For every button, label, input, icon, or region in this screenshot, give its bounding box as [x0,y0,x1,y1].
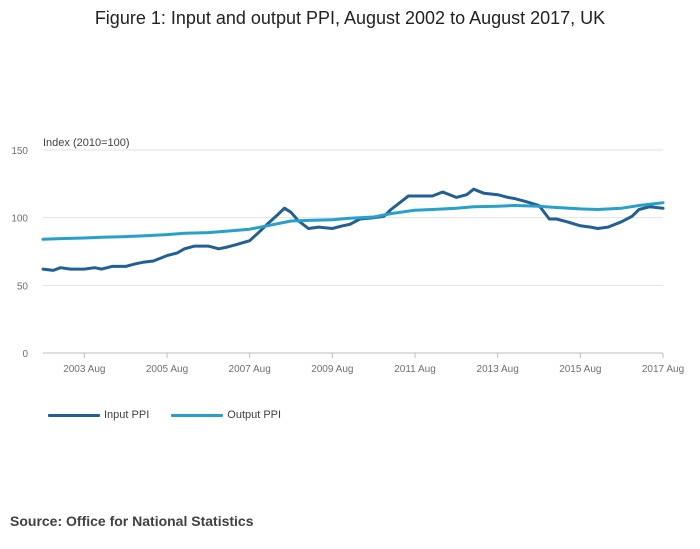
x-tick-label: 2013 Aug [477,364,519,375]
legend-label-output-ppi: Output PPI [227,409,282,421]
x-tick-label: 2005 Aug [146,364,188,375]
x-tick-label: 2015 Aug [559,364,601,375]
legend-item-input-ppi[interactable]: Input PPI [48,409,149,421]
x-axis: 2003 Aug 2005 Aug 2007 Aug 2009 Aug 2011 Aug… [63,353,684,375]
legend-label-input-ppi: Input PPI [104,409,150,421]
x-tick-label: 2009 Aug [311,364,353,375]
x-tick-label: 2017 Aug [642,364,684,375]
series-line-input-ppi [41,187,665,272]
source-note: Source: Office for National Statistics [10,513,254,529]
series-lines [41,187,665,272]
y-tick-label-150: 150 [11,146,28,157]
gridlines [43,149,663,354]
legend-item-output-ppi[interactable]: Output PPI [171,409,281,421]
y-axis: 0 50 100 150 [11,146,28,360]
y-tick-label-0: 0 [22,349,28,360]
y-axis-label: Index (2010=100) [43,137,130,149]
x-tick-label: 2003 Aug [63,364,105,375]
x-tick-label: 2011 Aug [394,364,436,375]
chart-title: Figure 1: Input and output PPI, August 2… [94,8,606,28]
legend: Input PPI Output PPI [48,409,303,421]
x-tick-label: 2007 Aug [229,364,271,375]
y-tick-label-50: 50 [17,281,29,292]
legend-swatch-input-ppi [48,413,100,417]
series-line-output-ppi [41,201,665,241]
y-tick-label-100: 100 [11,214,28,225]
legend-swatch-output-ppi [171,413,224,417]
